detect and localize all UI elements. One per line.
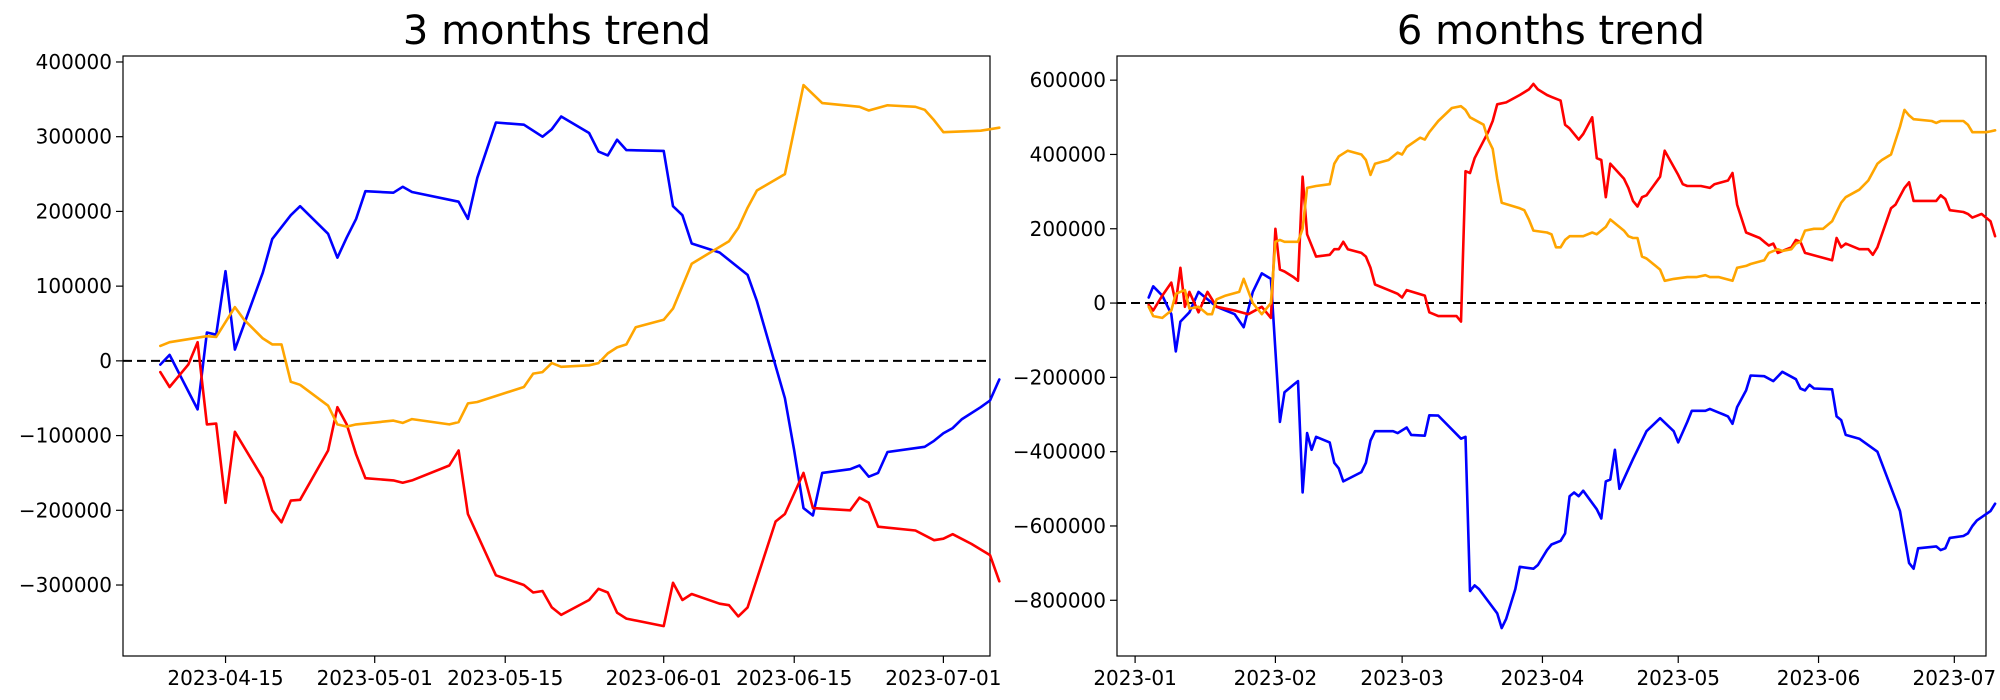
series-orange-line xyxy=(1147,104,1997,320)
chart-6-months: 6 months trend −800000 −600000 −400000 −200… xyxy=(1013,8,1997,690)
plot-area: −800000 −600000 −400000 −200000 0 200000 40000… xyxy=(1013,68,1997,690)
y-tick-label: 600000 xyxy=(1030,68,1106,92)
y-tick-label: 300000 xyxy=(36,125,112,149)
series-blue-line xyxy=(159,115,1001,517)
y-tick-label: 0 xyxy=(1093,291,1106,315)
y-tick-label: 200000 xyxy=(36,199,112,223)
plot-frame xyxy=(122,55,991,657)
x-tick-label: 2023-05-15 xyxy=(447,666,563,690)
series-orange-line xyxy=(159,83,1001,428)
x-tick-label: 2023-06 xyxy=(1777,666,1861,690)
x-tick-label: 2023-04 xyxy=(1501,666,1585,690)
y-tick-label: −600000 xyxy=(1013,514,1106,538)
x-tick-label: 2023-05-01 xyxy=(317,666,433,690)
chart-title: 6 months trend xyxy=(1397,8,1705,54)
y-tick-label: −800000 xyxy=(1013,588,1106,612)
chart-title: 3 months trend xyxy=(403,8,711,54)
x-tick-label: 2023-04-15 xyxy=(167,666,283,690)
y-tick-label: −400000 xyxy=(1013,440,1106,464)
chart-3-months: 3 months trend −300000 −200000 −100000 0 100… xyxy=(19,8,1002,690)
y-tick-label: 0 xyxy=(99,349,112,373)
x-tick-label: 2023-06-01 xyxy=(606,666,722,690)
series-red-line xyxy=(1147,82,1997,323)
y-tick-label: −200000 xyxy=(19,498,112,522)
plot-frame xyxy=(1116,55,1987,657)
y-tick-label: 100000 xyxy=(36,274,112,298)
x-tick-label: 2023-06-15 xyxy=(736,666,852,690)
y-tick-label: −100000 xyxy=(19,424,112,448)
series-red-line xyxy=(159,340,1001,628)
x-tick-label: 2023-03 xyxy=(1360,666,1444,690)
y-tick-label: 400000 xyxy=(1030,142,1106,166)
x-tick-label: 2023-07 xyxy=(1913,666,1997,690)
plot-area: −300000 −200000 −100000 0 100000 200000 300000… xyxy=(19,50,1002,690)
y-tick-label: −300000 xyxy=(19,573,112,597)
y-tick-label: 400000 xyxy=(36,50,112,74)
y-tick-label: 200000 xyxy=(1030,217,1106,241)
x-tick-label: 2023-02 xyxy=(1234,666,1318,690)
series-blue-line xyxy=(1147,271,1997,630)
x-tick-label: 2023-05 xyxy=(1636,666,1720,690)
x-tick-label: 2023-01 xyxy=(1093,666,1177,690)
x-tick-label: 2023-07-01 xyxy=(885,666,1001,690)
y-tick-label: −200000 xyxy=(1013,365,1106,389)
